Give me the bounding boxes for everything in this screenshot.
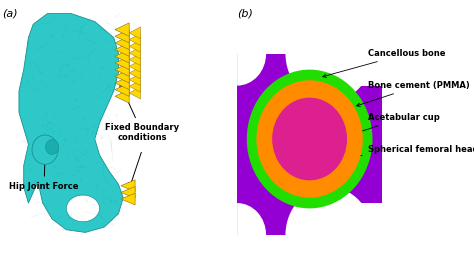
Polygon shape [115, 43, 129, 56]
Polygon shape [115, 63, 129, 76]
Polygon shape [129, 40, 140, 52]
Polygon shape [115, 49, 129, 63]
Polygon shape [115, 23, 129, 36]
Polygon shape [129, 27, 140, 39]
Polygon shape [115, 56, 129, 70]
Circle shape [256, 80, 363, 198]
Text: (a): (a) [2, 8, 18, 18]
Polygon shape [121, 180, 135, 192]
Circle shape [46, 140, 59, 155]
Wedge shape [237, 203, 266, 267]
Polygon shape [115, 29, 129, 43]
Polygon shape [121, 193, 135, 205]
Polygon shape [129, 60, 140, 72]
Polygon shape [129, 47, 140, 59]
Polygon shape [129, 54, 140, 66]
Text: Spherical femoral head: Spherical femoral head [342, 145, 474, 159]
Polygon shape [115, 90, 129, 103]
Polygon shape [129, 80, 140, 92]
Polygon shape [121, 187, 135, 198]
Polygon shape [115, 36, 129, 49]
Bar [329, 203, 390, 240]
Polygon shape [129, 67, 140, 79]
Ellipse shape [66, 195, 100, 222]
Text: Hip Joint Force: Hip Joint Force [9, 153, 79, 191]
Polygon shape [129, 74, 140, 86]
Wedge shape [285, 187, 373, 235]
Text: Fixed Boundary
conditions: Fixed Boundary conditions [105, 84, 179, 142]
Circle shape [32, 135, 58, 164]
Polygon shape [115, 70, 129, 83]
Bar [329, 48, 390, 86]
Bar [237, 54, 382, 235]
Polygon shape [19, 14, 123, 232]
Polygon shape [115, 76, 129, 90]
Polygon shape [115, 83, 129, 96]
Polygon shape [129, 87, 140, 99]
Wedge shape [237, 22, 266, 86]
Text: Cancellous bone: Cancellous bone [323, 49, 445, 77]
Circle shape [272, 98, 347, 180]
Text: (b): (b) [237, 8, 253, 18]
Wedge shape [285, 54, 373, 102]
Polygon shape [129, 34, 140, 46]
Circle shape [247, 70, 373, 208]
Text: Bone cement (PMMA): Bone cement (PMMA) [356, 81, 469, 106]
Text: Acetabular cup: Acetabular cup [349, 113, 439, 136]
